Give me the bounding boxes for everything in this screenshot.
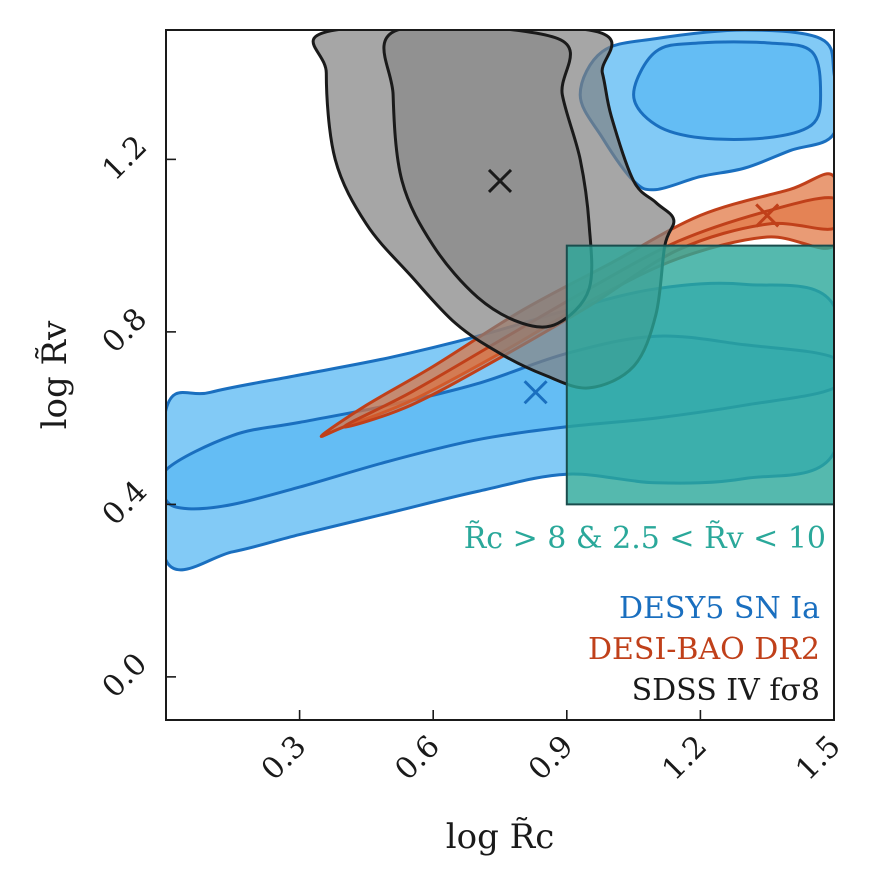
series-2-inner-contour — [382, 30, 594, 329]
legend-entry-0: DESY5 SN Ia — [619, 591, 820, 626]
legend-entry-1: DESI-BAO DR2 — [588, 632, 820, 667]
y-tick-label: 1.2 — [96, 129, 154, 187]
best-fit-marker-2 — [487, 168, 513, 193]
x-tick-label: 0.6 — [388, 729, 446, 787]
y-tick-label: 0.4 — [96, 474, 154, 532]
legend-entry-2: SDSS IV fσ8 — [632, 673, 820, 708]
x-tick-label: 0.9 — [522, 729, 580, 787]
x-axis-ticks: 0.3 0.6 0.9 1.2 1.5 — [255, 710, 848, 787]
x-tick-label: 0.3 — [255, 729, 313, 787]
region-annotation: R̃c > 8 & 2.5 < R̃v < 10 — [464, 521, 826, 556]
plot-frame — [165, 29, 835, 721]
y-tick-label: 0.8 — [96, 302, 154, 360]
best-fit-markers — [487, 168, 780, 405]
y-axis-label: log R̃v — [35, 320, 75, 430]
best-fit-marker-0 — [523, 380, 548, 405]
best-fit-marker-1 — [755, 203, 780, 228]
x-tick-label: 1.5 — [789, 729, 847, 787]
x-tick-label: 1.2 — [656, 729, 714, 787]
y-tick-label: 0.0 — [96, 647, 154, 705]
region-rectangle — [565, 244, 834, 506]
y-axis-ticks: 0.0 0.4 0.8 1.2 — [96, 129, 176, 705]
region-layer — [565, 244, 834, 506]
x-axis-label: log R̃c — [446, 817, 555, 857]
legend: DESY5 SN Ia DESI-BAO DR2 SDSS IV fσ8 — [588, 591, 820, 708]
series-0-upper-inner-contour — [632, 40, 823, 141]
